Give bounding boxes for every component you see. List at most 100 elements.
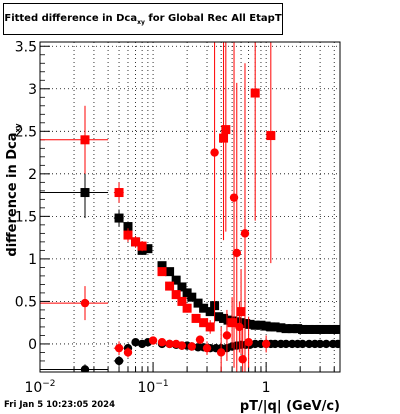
black-square-point (281, 324, 291, 334)
tick-labels: 0 0.5 1 1.5 2 2.5 3 3.5 10−2 10−1 1 (15, 39, 271, 396)
black-circle-point (315, 339, 325, 349)
red-square-point (250, 88, 260, 98)
black-square-point (80, 188, 90, 198)
black-circle-point (333, 339, 340, 349)
red-square-point (182, 303, 192, 313)
black-square-point (123, 222, 133, 232)
y-tick-label: 2.5 (15, 124, 37, 140)
red-square-point (114, 188, 124, 198)
black-square-point (177, 282, 187, 292)
y-tick-label: 0.5 (15, 294, 37, 310)
black-circle-point (131, 338, 140, 347)
black-circle-point (250, 339, 260, 349)
black-square-point (287, 324, 297, 334)
y-tick-label: 0 (28, 337, 37, 353)
y-tick-label: 2 (28, 167, 37, 183)
black-circle-point (322, 339, 331, 349)
red-square-point (219, 133, 229, 143)
black-square-point (293, 324, 303, 334)
black-square-point (270, 322, 280, 332)
black-square-point (256, 320, 266, 330)
black-square-point (250, 320, 260, 330)
red-square-point (266, 131, 276, 141)
black-square-point (321, 324, 331, 334)
red-square-point (177, 296, 187, 306)
red-square-point (137, 241, 147, 251)
red-circle-point (216, 348, 226, 357)
black-square-point (310, 324, 320, 334)
red-circle-point (244, 338, 253, 347)
red-square-point (157, 267, 167, 277)
black-square-point (333, 324, 340, 334)
red-circle-point (240, 229, 250, 238)
y-tick-label: 1.5 (15, 209, 37, 225)
timestamp: Fri Jan 5 10:23:05 2024 (4, 400, 116, 410)
black-square-point (205, 307, 215, 317)
red-square-point (221, 125, 231, 135)
black-square-point (328, 324, 338, 334)
red-square-point (131, 237, 141, 247)
black-square-point (304, 324, 314, 334)
red-square-point (227, 318, 237, 328)
red-square-point (123, 230, 133, 240)
black-circle-point (114, 356, 124, 366)
black-square-point (193, 298, 203, 308)
y-tick-label: 1 (28, 252, 37, 268)
title-suffix: for Global Rec All EtapT (144, 12, 282, 24)
red-square-point (171, 290, 181, 300)
red-circle-point (261, 339, 271, 349)
red-circle-point (210, 148, 219, 157)
x-tick-label: 10−1 (138, 379, 169, 396)
black-square-point (245, 319, 255, 329)
red-square-point (165, 281, 175, 291)
red-circle-point (114, 343, 124, 353)
plot-frame (39, 41, 341, 373)
black-circle-point (270, 339, 280, 349)
black-square-point (276, 323, 286, 333)
black-square-point (199, 303, 209, 313)
black-square-point (298, 324, 308, 334)
black-square-point (315, 324, 325, 334)
y-tick-label: 3.5 (15, 39, 37, 55)
red-square-point (191, 313, 201, 323)
red-circle-point (222, 331, 232, 340)
red-circle-point (177, 341, 187, 350)
title-box: Fitted difference in Dcaxy for Global Re… (3, 3, 283, 35)
red-circle-point (202, 343, 212, 353)
red-circle-point (235, 322, 244, 332)
black-square-point (171, 275, 181, 285)
black-square-point (182, 288, 192, 298)
red-square-point (80, 135, 90, 145)
y-tick-label: 3 (28, 82, 37, 98)
red-circle-point (148, 336, 158, 345)
title-subscript: xy (137, 18, 145, 26)
black-square-point (143, 244, 153, 254)
black-square-point (214, 312, 224, 322)
series-group (40, 42, 340, 372)
red-circle-point (123, 348, 133, 357)
plot-frame-bg (40, 42, 340, 372)
x-tick-label: 1 (262, 380, 271, 396)
red-circle-point (165, 339, 174, 349)
chart-title: Fitted difference in Dcaxy for Global Re… (4, 13, 281, 26)
black-circle-point (298, 339, 307, 349)
x-tick-label: 10−2 (24, 379, 55, 396)
x-axis-label: pT/|q| (GeV/c) (240, 399, 340, 414)
black-square-point (261, 321, 271, 331)
black-square-point (165, 267, 175, 277)
black-circle-point (304, 339, 314, 349)
data-marks (40, 42, 340, 372)
red-circle-point (187, 342, 196, 351)
red-circle-point (229, 193, 239, 202)
red-square-point (236, 307, 246, 317)
title-main: Fitted difference in Dca (4, 12, 138, 24)
red-circle-point (157, 338, 167, 347)
black-square-point (157, 261, 167, 271)
black-circle-point (281, 339, 291, 349)
black-square-point (114, 213, 124, 223)
red-circle-point (80, 298, 90, 308)
black-square-point (187, 292, 197, 302)
red-square-point (199, 318, 209, 328)
